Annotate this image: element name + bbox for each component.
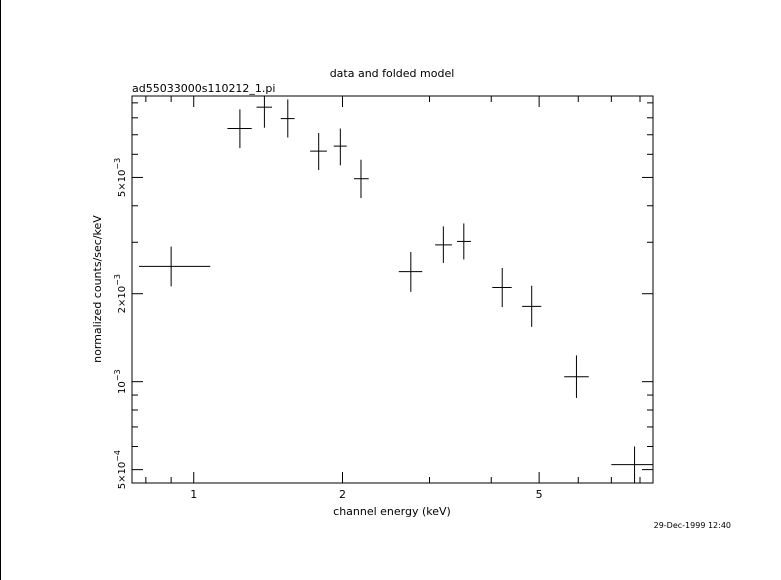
timestamp: 29-Dec-1999 12:40 [654, 521, 731, 530]
data-points [139, 96, 653, 483]
chart-title: data and folded model [330, 67, 455, 80]
x-tick-label: 2 [339, 488, 346, 501]
y-tick-label: 5×10−3 [113, 158, 128, 197]
y-tick-label: 2×10−3 [113, 274, 128, 313]
data-point [139, 246, 211, 287]
data-point [227, 109, 252, 149]
data-point [492, 267, 512, 308]
data-point [564, 355, 589, 398]
plot-frame [131, 95, 654, 484]
tick-marks [132, 96, 653, 483]
data-point [333, 128, 347, 166]
chart-subtitle: ad55033000s110212_1.pi [132, 82, 275, 95]
x-axis-label: channel energy (keV) [333, 505, 451, 518]
x-tick-labels: 1 2 5 [190, 488, 542, 501]
x-tick-label: 5 [536, 488, 543, 501]
y-tick-label: 5×10−4 [113, 450, 128, 489]
data-point [256, 96, 272, 128]
data-point [353, 159, 369, 199]
data-point [522, 285, 542, 327]
data-point [611, 446, 653, 483]
data-point [398, 251, 423, 292]
data-point [310, 132, 327, 171]
y-tick-label: 10−3 [113, 369, 128, 394]
data-point [435, 226, 452, 263]
y-tick-labels: 5×10−4 10−3 2×10−3 5×10−3 [113, 158, 128, 489]
x-tick-label: 1 [190, 488, 197, 501]
data-point [456, 223, 471, 260]
data-point [280, 99, 295, 138]
y-axis-label: normalized counts/sec/keV [91, 215, 104, 363]
